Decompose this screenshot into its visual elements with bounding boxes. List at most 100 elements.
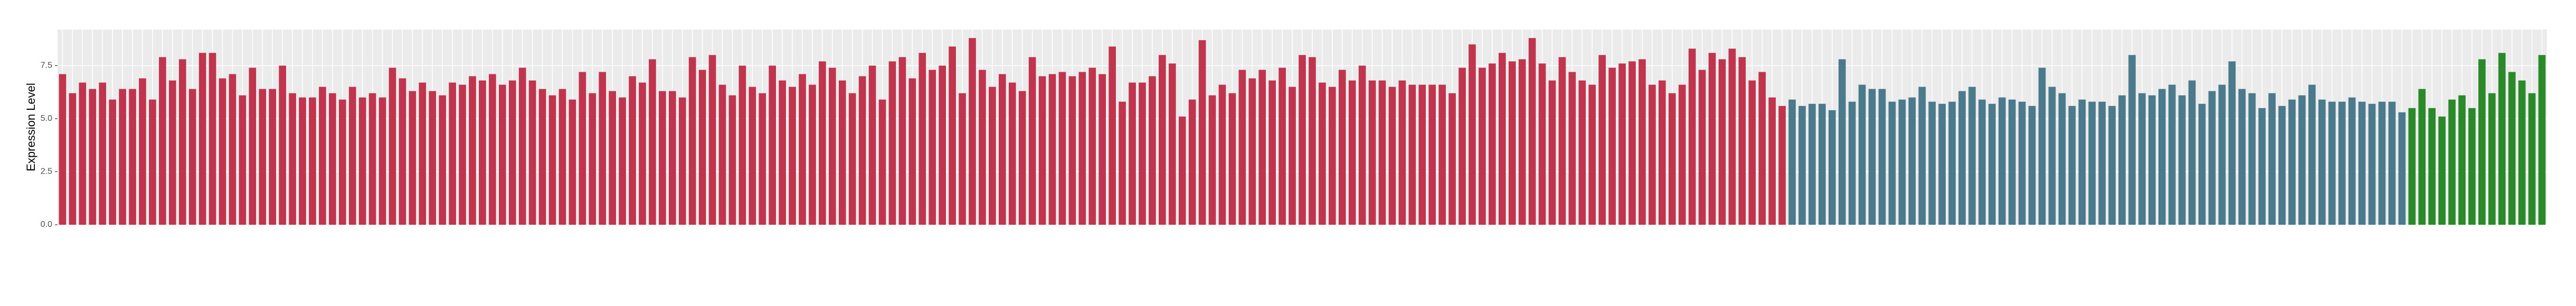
bar [348, 87, 356, 225]
bar [378, 97, 386, 225]
bar [1048, 74, 1056, 225]
bar [939, 65, 946, 225]
bar [1008, 82, 1016, 225]
bar [1058, 72, 1066, 225]
bar [1078, 72, 1086, 225]
bar [2088, 101, 2096, 225]
bar [2358, 101, 2366, 225]
bar [2168, 84, 2176, 225]
bar [139, 78, 146, 225]
bar [2228, 61, 2236, 225]
bar [558, 89, 566, 225]
bar [1038, 76, 1046, 225]
bar [799, 74, 806, 225]
bar [1688, 49, 1696, 225]
bar [149, 99, 156, 225]
bar [2538, 55, 2546, 225]
bar [2488, 93, 2496, 225]
bar [1598, 55, 1606, 225]
bar [688, 57, 696, 225]
y-tick-label: 5.0 [41, 114, 52, 123]
bar [1649, 84, 1656, 225]
bar [1309, 57, 1316, 225]
bar [569, 99, 576, 225]
bar [289, 93, 296, 225]
bar [659, 91, 666, 225]
bar [2198, 103, 2206, 225]
bar [119, 89, 126, 225]
bar [2418, 89, 2426, 225]
bar [1998, 97, 2006, 225]
bar [1978, 99, 1986, 225]
bar [129, 89, 136, 225]
bar [479, 80, 486, 225]
bar [769, 65, 776, 225]
bar [1129, 82, 1136, 225]
bar [358, 97, 366, 225]
y-axis-label: Expression Level [24, 83, 37, 171]
bar [99, 82, 107, 225]
bar [1948, 101, 1956, 225]
bar [829, 68, 836, 225]
bar [1898, 99, 1906, 225]
bar [1678, 84, 1686, 225]
bar [2278, 106, 2286, 225]
bar [609, 91, 616, 225]
bar [399, 78, 406, 225]
bar [2128, 55, 2136, 225]
bar [1448, 93, 1456, 225]
bar [749, 87, 756, 225]
bar [738, 65, 746, 225]
bar [1088, 68, 1096, 225]
bar [1618, 63, 1626, 225]
bar [1608, 68, 1616, 225]
bar [1289, 87, 1296, 225]
bar [959, 93, 966, 225]
bar [338, 99, 346, 225]
bar [2138, 93, 2146, 225]
bar [528, 80, 536, 225]
bar [178, 59, 186, 225]
bar [1838, 59, 1846, 225]
bar [2528, 93, 2536, 225]
bar [2468, 108, 2476, 225]
bar [1469, 44, 1476, 225]
bar [1798, 106, 1806, 225]
bar [1198, 40, 1206, 225]
bar [538, 89, 546, 225]
bar [109, 99, 116, 225]
bar [229, 74, 236, 225]
bar [838, 80, 846, 225]
bar [2078, 99, 2086, 225]
bar [1159, 55, 1166, 225]
y-tick-label: 7.5 [41, 61, 52, 70]
bar [69, 93, 77, 225]
bar [89, 89, 97, 225]
bar [2188, 80, 2196, 225]
bar [499, 84, 506, 225]
bar [1358, 65, 1366, 225]
bar [1119, 101, 1126, 225]
bar [1139, 82, 1146, 225]
bar [389, 68, 396, 225]
bar [1238, 70, 1246, 225]
bar [1988, 103, 1996, 225]
bar [1668, 93, 1676, 225]
bar [1508, 61, 1516, 225]
bar [209, 53, 216, 225]
bar [518, 68, 526, 225]
bar [2038, 68, 2046, 225]
bar [1659, 80, 1666, 225]
bar [2098, 101, 2106, 225]
bar [1098, 74, 1106, 225]
bar [779, 80, 786, 225]
bar [1878, 89, 1886, 225]
bar [249, 68, 257, 225]
bar [219, 78, 226, 225]
bar [1639, 59, 1646, 225]
bar [929, 70, 936, 225]
bar [1788, 99, 1796, 225]
bar [489, 74, 496, 225]
bar [678, 97, 686, 225]
bar [459, 84, 466, 225]
